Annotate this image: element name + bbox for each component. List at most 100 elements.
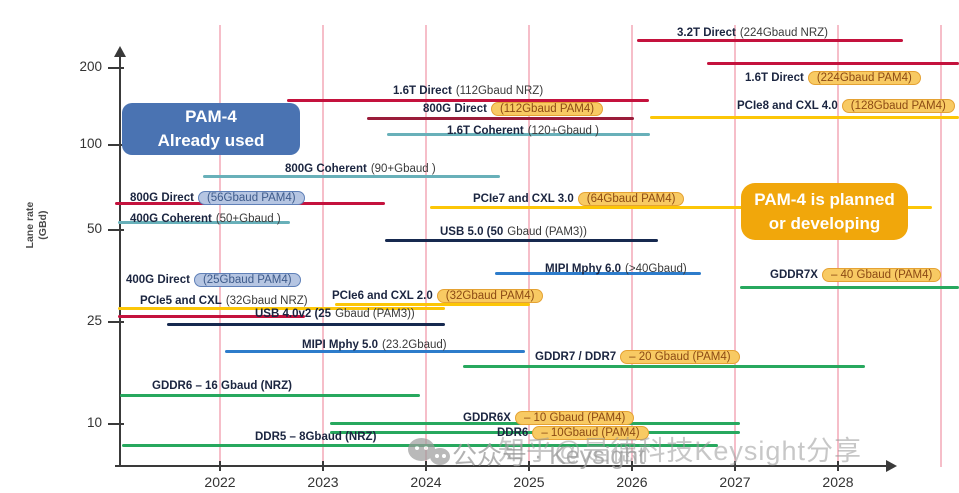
series-label-ddr6: DDR6– 10Gbaud (PAM4) [497, 422, 649, 443]
series-label-pcie7_cxl30: PCIe7 and CXL 3.0 (64Gbaud PAM4) [473, 188, 685, 209]
series-label-800g_direct_112_pam4: 800G Direct (112Gbaud PAM4) [423, 98, 604, 119]
x-axis-line [115, 465, 887, 467]
watermark-wechat-text: 公众号 · Keysight [452, 442, 646, 470]
year-gridline [940, 25, 942, 467]
y-axis-title-line1: Lane rate [23, 201, 36, 249]
series-label-pcie5_cxl: PCIe5 and CXL (32Gbaud NRZ) [140, 290, 308, 311]
series-detail-highlight: (56Gbaud PAM4) [197, 190, 305, 205]
series-detail-highlight: – 20 Gbaud (PAM4) [620, 349, 740, 364]
series-label-1_6t_direct_nrz: 1.6T Direct (112Gbaud NRZ) [393, 80, 543, 101]
series-name: 800G Direct [130, 191, 194, 204]
x-tick-label: 2024 [410, 474, 442, 490]
series-label-gddr7_ddr7: GDDR7 / DDR7– 20 Gbaud (PAM4) [535, 346, 740, 367]
series-detail: (90+Gbaud ) [370, 162, 436, 175]
x-tick-mark [837, 461, 839, 471]
y-tick-mark [108, 423, 124, 425]
series-name: PCIe6 and CXL 2.0 [332, 289, 433, 302]
series-label-pcie6_cxl20: PCIe6 and CXL 2.0 (32Gbaud PAM4) [332, 285, 544, 306]
series-detail: (224Gbaud NRZ) [739, 26, 829, 39]
series-name: GDDR7 / DDR7 [535, 350, 617, 363]
series-label-ddr5: DDR5 – 8Gbaud (NRZ) [255, 426, 376, 447]
series-label-usb50: USB 5.0 (50 Gbaud (PAM3)) [440, 221, 587, 242]
y-tick-label: 50 [86, 221, 102, 236]
series-detail-highlight: (224Gbaud PAM4) [807, 70, 921, 85]
series-line-mipi_mphy_50 [225, 350, 525, 353]
series-name: DDR5 – 8Gbaud (NRZ) [255, 430, 377, 443]
series-name: 400G Direct [126, 273, 190, 286]
year-gridline [219, 25, 221, 467]
series-name: 800G Coherent [285, 162, 367, 175]
series-line-pcie8_cxl40 [650, 116, 959, 119]
series-detail: (32Gbaud NRZ) [225, 294, 308, 307]
series-detail-highlight: – 40 Gbaud (PAM4) [821, 267, 942, 282]
x-tick-label: 2023 [307, 474, 339, 490]
series-line-1_6t_coherent [387, 133, 650, 136]
series-label-1_6t_coherent: 1.6T Coherent (120+Gbaud ) [447, 120, 599, 141]
series-detail: (112Gbaud NRZ) [455, 84, 544, 97]
y-axis-arrow-icon [114, 46, 126, 57]
y-tick-label: 100 [79, 136, 102, 151]
series-label-gddr6x: GDDR6X – 10 Gbaud (PAM4) [463, 407, 635, 428]
y-axis-title-line2: (GBd) [37, 210, 49, 240]
series-name: 1.6T Direct [745, 71, 804, 84]
callout-planned-line1: PAM-4 is planned [754, 189, 895, 209]
series-name: PCIe8 and CXL 4.0 [737, 99, 838, 112]
x-tick-label: 2028 [822, 474, 854, 490]
series-detail: (23.2Gbaud) [382, 338, 447, 351]
callout-pam4-planned: PAM-4 is planned or developing [741, 183, 908, 240]
series-detail: (120+Gbaud ) [527, 124, 599, 137]
series-label-pcie8_cxl40: PCIe8 and CXL 4.0 (128Gbaud PAM4) [737, 95, 955, 116]
x-tick-label: 2025 [513, 474, 545, 490]
series-label-gddr7x: GDDR7X – 40 Gbaud (PAM4) [770, 264, 942, 285]
series-name: GDDR6X [463, 411, 511, 424]
y-axis-line [119, 56, 121, 466]
year-gridline [631, 25, 633, 467]
series-line-pcie5_cxl [118, 307, 445, 310]
series-name: 400G Coherent [130, 212, 212, 225]
y-tick-label: 25 [86, 313, 102, 328]
watermark-zhihu-text: 知乎@是德科技Keysight分享 [498, 436, 862, 466]
series-label-gddr6: GDDR6 – 16 Gbaud (NRZ) [152, 375, 292, 396]
series-line-gddr7x [740, 286, 959, 289]
x-tick-label: 2022 [204, 474, 236, 490]
series-name: GDDR6 – 16 Gbaud (NRZ) [152, 379, 292, 392]
series-line-pcie7_cxl30 [430, 206, 932, 209]
series-line-mipi_mphy_60 [495, 272, 701, 275]
series-line-gddr7_ddr7 [463, 365, 865, 368]
series-label-1_6t_direct_pam4: 1.6T Direct (224Gbaud PAM4) [745, 67, 921, 88]
series-detail: (>40Gbaud) [625, 262, 687, 275]
x-tick-mark [219, 461, 221, 471]
x-tick-mark [631, 461, 633, 471]
wechat-icon [408, 438, 452, 470]
series-label-400g_direct_25_pam4: 400G Direct (25Gbaud PAM4) [126, 269, 301, 290]
series-detail-highlight: (128Gbaud PAM4) [841, 98, 955, 113]
callout-used-line1: PAM-4 [185, 107, 237, 127]
series-name: 800G Direct [423, 102, 487, 115]
y-tick-label: 200 [79, 59, 102, 74]
series-line-usb40v2 [167, 323, 445, 326]
series-detail-highlight: (112Gbaud PAM4) [490, 101, 604, 116]
x-tick-mark [322, 461, 324, 471]
y-axis-title: Lane rate (GBd) [24, 170, 50, 280]
series-detail-highlight: – 10Gbaud (PAM4) [532, 425, 649, 440]
series-line-400g_direct_25_pam4 [118, 315, 305, 318]
y-tick-mark [108, 67, 124, 69]
x-tick-mark [425, 461, 427, 471]
x-tick-label: 2026 [616, 474, 648, 490]
year-gridline [425, 25, 427, 467]
series-name: 3.2T Direct [677, 26, 736, 39]
series-line-800g_direct_112_pam4 [367, 117, 634, 120]
series-line-usb50 [385, 239, 658, 242]
series-detail: (50+Gbaud ) [215, 212, 281, 225]
series-name: PCIe5 and CXL [140, 294, 222, 307]
callout-planned-line2: or developing [768, 213, 881, 233]
series-line-400g_coherent [118, 221, 290, 224]
year-gridline [734, 25, 736, 467]
series-name: 1.6T Direct [393, 84, 452, 97]
series-name: USB 5.0 (50 [440, 225, 504, 238]
y-tick-mark [108, 321, 124, 323]
series-detail: Gbaud (PAM3)) [507, 225, 587, 238]
callout-used-line2: Already used [157, 131, 265, 150]
series-name: MIPI Mphy 6.0 [545, 262, 622, 275]
